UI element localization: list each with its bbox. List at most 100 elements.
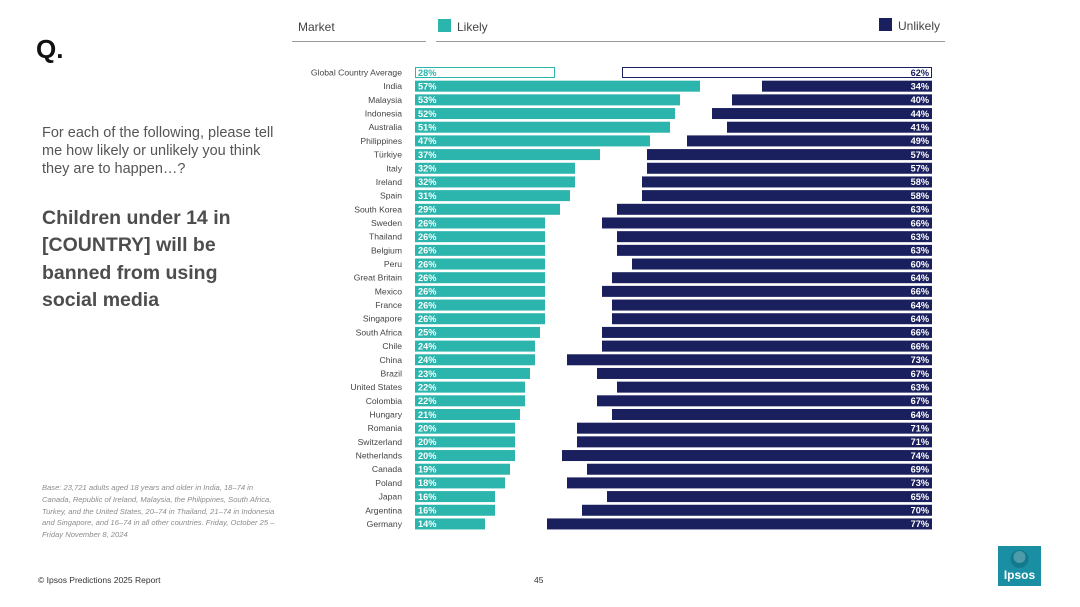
unlikely-value-label: 41% <box>911 123 929 133</box>
unlikely-bar <box>607 491 932 503</box>
category-label: Argentina <box>365 505 402 515</box>
unlikely-value-label: 57% <box>911 164 929 174</box>
legend-likely-label: Likely <box>457 20 488 34</box>
likely-value-label: 26% <box>418 232 436 242</box>
likely-bar <box>415 244 545 256</box>
likely-bar <box>415 504 495 516</box>
likely-value-label: 22% <box>418 382 436 392</box>
unlikely-value-label: 57% <box>911 150 929 160</box>
likely-value-label: 22% <box>418 396 436 406</box>
likely-bar <box>415 395 525 407</box>
likely-bar <box>415 190 570 202</box>
category-label: France <box>375 300 402 310</box>
likely-bar <box>415 258 545 270</box>
category-label: Canada <box>372 464 402 474</box>
logo-text: Ipsos <box>1004 568 1036 582</box>
likely-bar <box>415 450 515 462</box>
likely-bar <box>415 354 535 366</box>
unlikely-value-label: 63% <box>911 232 929 242</box>
likely-bar <box>415 94 680 106</box>
likely-bar <box>415 149 600 161</box>
unlikely-value-label: 62% <box>911 68 929 78</box>
likely-value-label: 14% <box>418 519 436 529</box>
unlikely-value-label: 73% <box>911 355 929 365</box>
likely-value-label: 24% <box>418 355 436 365</box>
unlikely-value-label: 66% <box>911 218 929 228</box>
likely-bar <box>415 299 545 311</box>
unlikely-value-label: 74% <box>911 451 929 461</box>
likely-bar <box>415 313 545 325</box>
likely-bar <box>415 272 545 284</box>
unlikely-value-label: 65% <box>911 492 929 502</box>
likely-value-label: 25% <box>418 328 436 338</box>
page-number: 45 <box>534 575 544 585</box>
unlikely-bar <box>647 162 932 174</box>
likely-value-label: 32% <box>418 164 436 174</box>
likely-bar <box>415 477 505 489</box>
unlikely-value-label: 66% <box>911 287 929 297</box>
category-label: Italy <box>386 163 402 173</box>
category-label: Romania <box>368 423 403 433</box>
unlikely-value-label: 58% <box>911 191 929 201</box>
likely-bar <box>415 491 495 503</box>
likely-bar <box>415 409 520 420</box>
unlikely-bar <box>597 395 932 407</box>
unlikely-bar <box>727 121 932 133</box>
likely-value-label: 47% <box>418 136 436 146</box>
likely-value-label: 26% <box>418 246 436 256</box>
likely-value-label: 26% <box>418 218 436 228</box>
unlikely-value-label: 60% <box>911 259 929 269</box>
category-label: Chile <box>382 341 402 351</box>
category-label: Philippines <box>360 136 402 146</box>
unlikely-bar <box>567 354 932 366</box>
likely-value-label: 26% <box>418 300 436 310</box>
unlikely-bar <box>562 450 932 462</box>
category-label: Belgium <box>371 245 402 255</box>
likely-bar <box>415 67 555 78</box>
likely-bar <box>415 436 515 448</box>
category-label: South Korea <box>354 204 402 214</box>
unlikely-value-label: 71% <box>911 423 929 433</box>
category-label: South Africa <box>356 327 403 337</box>
likely-value-label: 32% <box>418 177 436 187</box>
likely-bar <box>415 217 545 229</box>
unlikely-bar <box>647 149 932 161</box>
likely-value-label: 26% <box>418 314 436 324</box>
unlikely-bar <box>602 217 932 229</box>
category-label: Brazil <box>381 368 403 378</box>
likely-bar <box>415 176 575 188</box>
likely-value-label: 16% <box>418 506 436 516</box>
likely-bar <box>415 203 560 215</box>
likely-value-label: 53% <box>418 95 436 105</box>
likely-bar <box>415 135 650 147</box>
legend-likely-swatch <box>438 19 451 32</box>
unlikely-bar <box>617 231 932 243</box>
unlikely-bar <box>712 108 932 120</box>
unlikely-bar <box>547 518 932 530</box>
likely-value-label: 19% <box>418 465 436 475</box>
likely-bar <box>415 463 510 475</box>
unlikely-bar <box>617 381 932 393</box>
likely-bar <box>415 340 535 352</box>
category-label: Ireland <box>376 177 402 187</box>
unlikely-bar <box>602 285 932 297</box>
category-label: Indonesia <box>365 109 402 119</box>
unlikely-value-label: 64% <box>911 410 929 420</box>
likely-value-label: 51% <box>418 123 436 133</box>
unlikely-value-label: 67% <box>911 396 929 406</box>
unlikely-bar <box>577 422 932 434</box>
category-label: Malaysia <box>368 95 402 105</box>
likely-value-label: 52% <box>418 109 436 119</box>
likely-value-label: 21% <box>418 410 436 420</box>
footer-copyright: © Ipsos Predictions 2025 Report <box>38 575 161 585</box>
category-label: China <box>380 355 403 365</box>
category-label: Global Country Average <box>311 68 402 78</box>
category-label: Australia <box>369 122 403 132</box>
category-label: Hungary <box>370 410 403 420</box>
unlikely-bar <box>617 203 932 215</box>
category-label: Mexico <box>375 286 402 296</box>
likely-value-label: 20% <box>418 437 436 447</box>
unlikely-value-label: 64% <box>911 273 929 283</box>
category-label: Sweden <box>371 218 402 228</box>
likely-value-label: 26% <box>418 273 436 283</box>
